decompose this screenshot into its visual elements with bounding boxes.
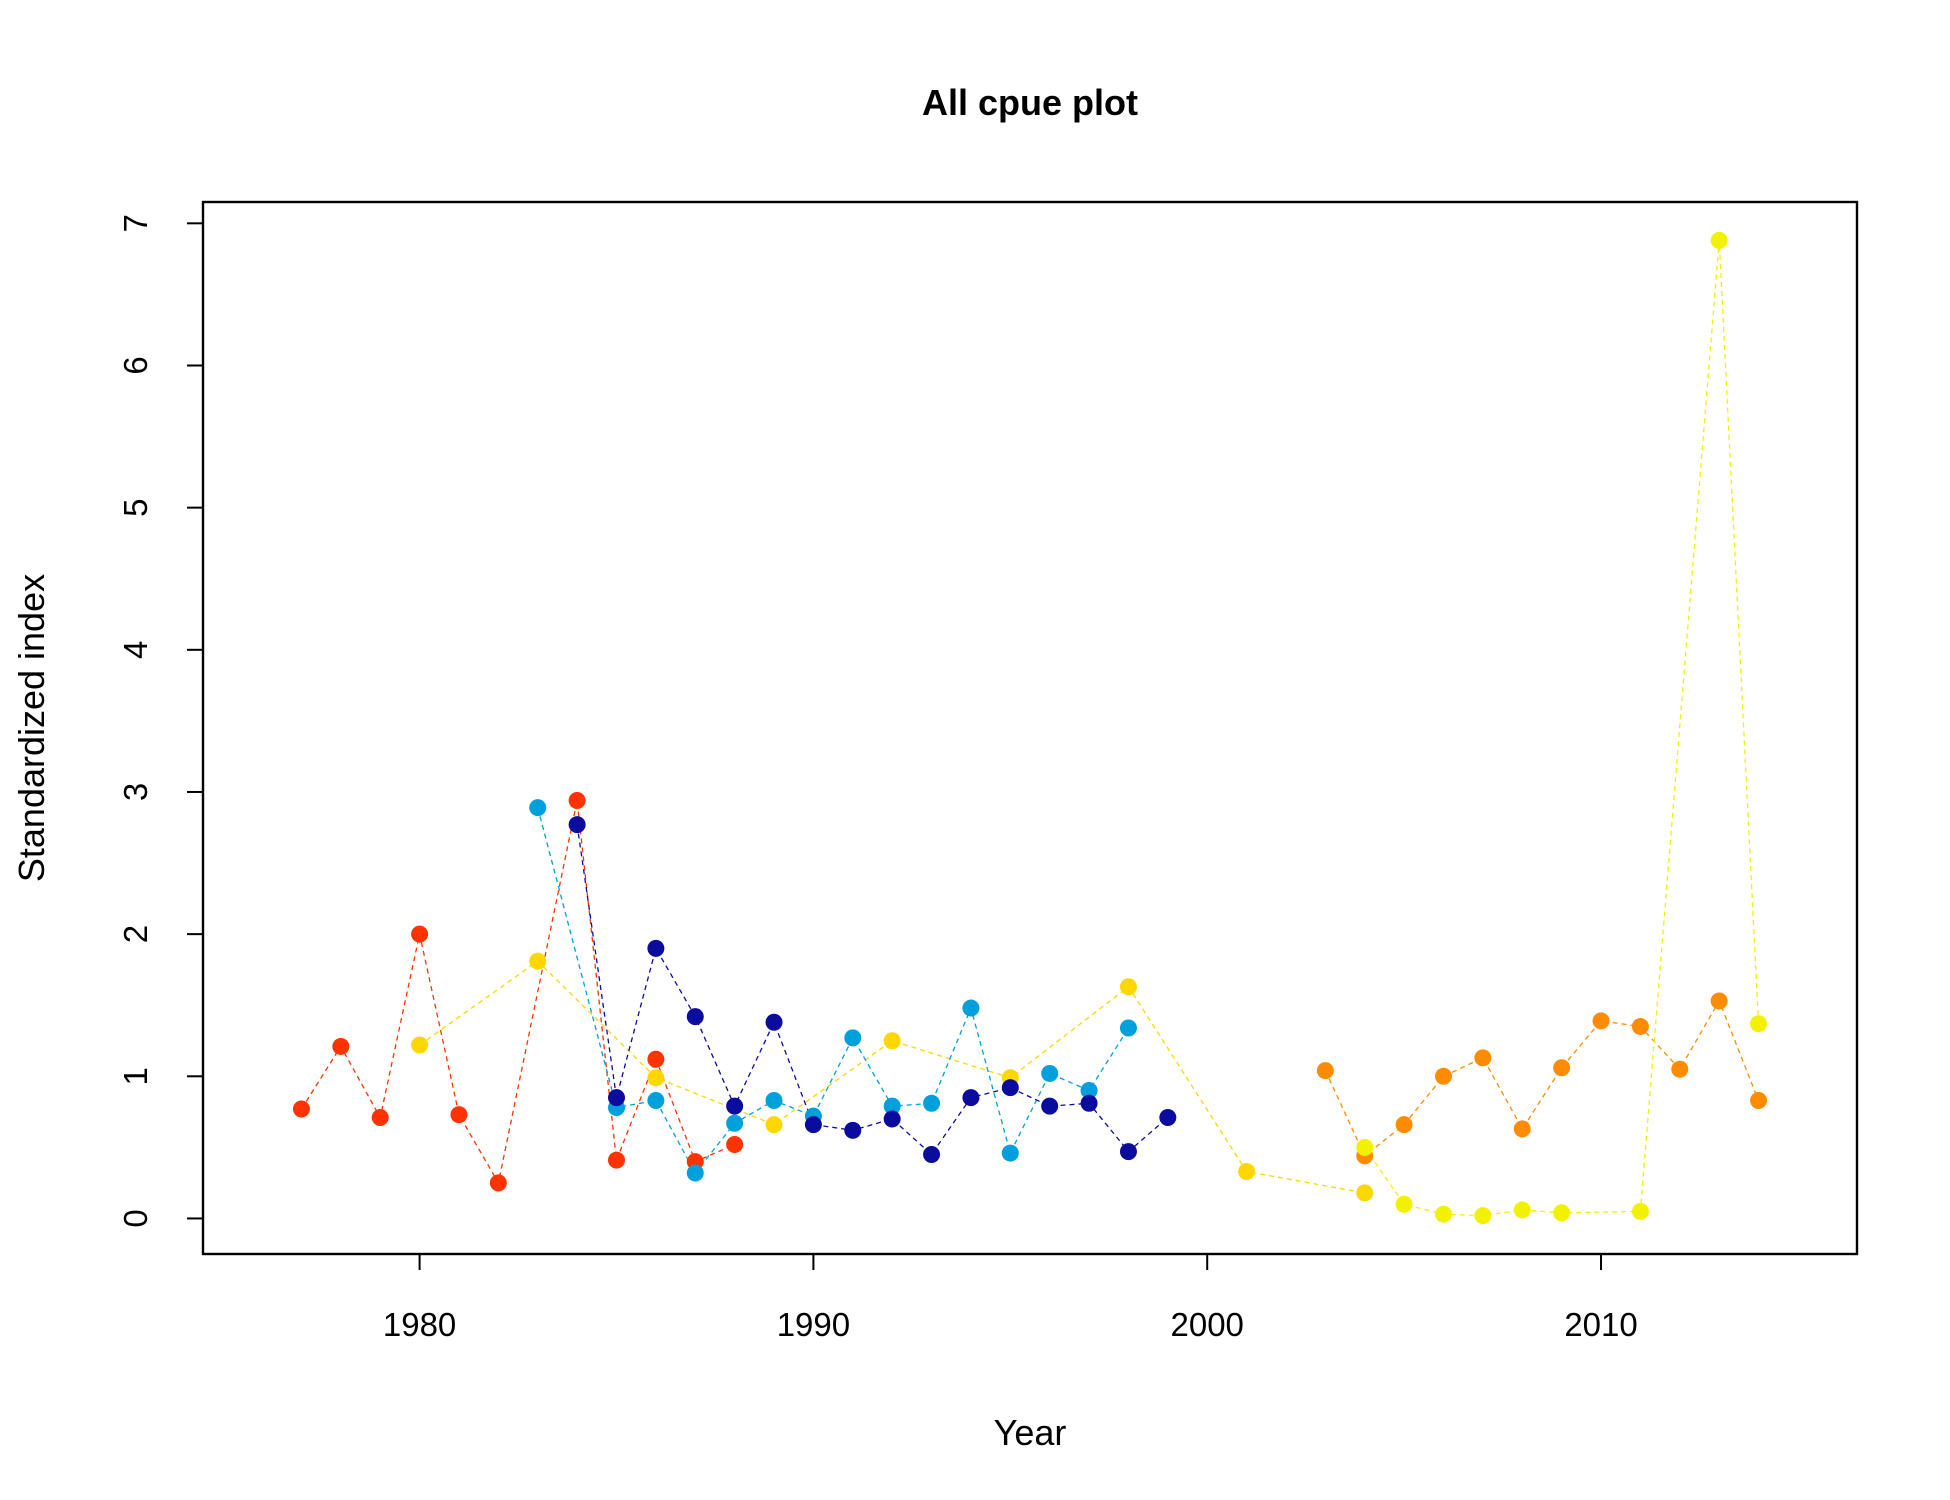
data-point [765, 1116, 783, 1134]
data-point [1119, 978, 1137, 996]
data-point [1710, 231, 1728, 249]
data-point [1710, 992, 1728, 1010]
x-axis-label: Year [994, 1412, 1067, 1453]
data-point [1041, 1097, 1059, 1115]
data-point [1356, 1184, 1374, 1202]
series-line-5 [1324, 999, 1760, 1157]
data-point [489, 1174, 507, 1192]
data-point [1750, 1091, 1768, 1109]
data-point [1631, 1018, 1649, 1036]
series-lines [300, 240, 1760, 1217]
data-point [1395, 1116, 1413, 1134]
data-point [647, 1050, 665, 1068]
x-tick-label: 2010 [1564, 1306, 1637, 1343]
y-tick-label: 4 [117, 641, 154, 659]
data-point [568, 792, 586, 810]
data-point [1631, 1202, 1649, 1220]
data-point [647, 1091, 665, 1109]
x-tick-label: 2000 [1171, 1306, 1244, 1343]
data-point [1159, 1109, 1177, 1127]
data-point [923, 1145, 941, 1163]
data-point [608, 1151, 625, 1169]
data-point [529, 952, 547, 970]
data-point [883, 1032, 901, 1050]
data-point [1316, 1062, 1334, 1080]
data-point [1592, 1012, 1610, 1030]
data-point [962, 999, 980, 1017]
data-point [1001, 1144, 1019, 1162]
plot-frame [201, 200, 1859, 1256]
y-tick-label: 6 [117, 356, 154, 374]
data-point [1238, 1163, 1256, 1181]
x-axis: 1980 1990 2000 2010 [383, 1253, 1638, 1343]
data-point [844, 1121, 862, 1139]
y-axis-label: Standardized index [11, 574, 52, 882]
data-point [765, 1091, 783, 1109]
data-point [1553, 1204, 1571, 1222]
y-tick-label: 1 [117, 1067, 154, 1085]
data-point [686, 1164, 704, 1182]
x-tick-label: 1990 [777, 1306, 850, 1343]
y-tick-label: 2 [117, 925, 154, 943]
data-point [726, 1097, 744, 1115]
data-point [923, 1094, 941, 1112]
data-point [411, 1036, 429, 1054]
chart-title: All cpue plot [922, 82, 1138, 123]
series-line-3 [537, 807, 1130, 1175]
data-point [529, 799, 547, 817]
data-point [1474, 1049, 1492, 1067]
data-point [1356, 1138, 1374, 1156]
data-point [765, 1013, 783, 1031]
data-point [962, 1089, 980, 1107]
data-point [1435, 1205, 1452, 1223]
data-point [844, 1029, 862, 1047]
series-points [292, 231, 1768, 1225]
data-point [1513, 1120, 1531, 1138]
data-point [1119, 1019, 1137, 1037]
data-point [450, 1106, 468, 1124]
data-point [726, 1136, 744, 1154]
data-point [1080, 1094, 1098, 1112]
data-point [608, 1089, 625, 1107]
data-point [1671, 1060, 1689, 1078]
data-point [1553, 1059, 1571, 1077]
y-tick-label: 0 [117, 1209, 154, 1227]
data-point [883, 1097, 901, 1115]
data-point [1119, 1143, 1137, 1161]
data-point [1080, 1082, 1098, 1100]
data-point [804, 1116, 822, 1134]
data-point [292, 1100, 310, 1118]
data-point [883, 1110, 901, 1128]
data-point [1395, 1195, 1413, 1213]
data-point [1435, 1067, 1452, 1085]
data-point [1474, 1207, 1492, 1225]
y-tick-label: 5 [117, 498, 154, 516]
data-point [371, 1109, 389, 1127]
data-point [726, 1114, 744, 1132]
data-point [1001, 1079, 1019, 1097]
data-point [1041, 1064, 1059, 1082]
series-line-2 [419, 960, 1365, 1194]
y-axis: 0 1 2 3 4 5 6 7 [117, 214, 204, 1228]
data-point [647, 939, 665, 957]
series-line-4 [576, 824, 1169, 1156]
y-tick-label: 3 [117, 783, 154, 801]
data-point [411, 925, 429, 943]
y-tick-label: 7 [117, 214, 154, 232]
data-point [1513, 1201, 1531, 1219]
x-tick-label: 1980 [383, 1306, 456, 1343]
data-point [332, 1037, 350, 1055]
data-point [647, 1069, 665, 1087]
data-point [568, 816, 586, 834]
data-point [1750, 1015, 1768, 1033]
data-point [686, 1008, 704, 1026]
